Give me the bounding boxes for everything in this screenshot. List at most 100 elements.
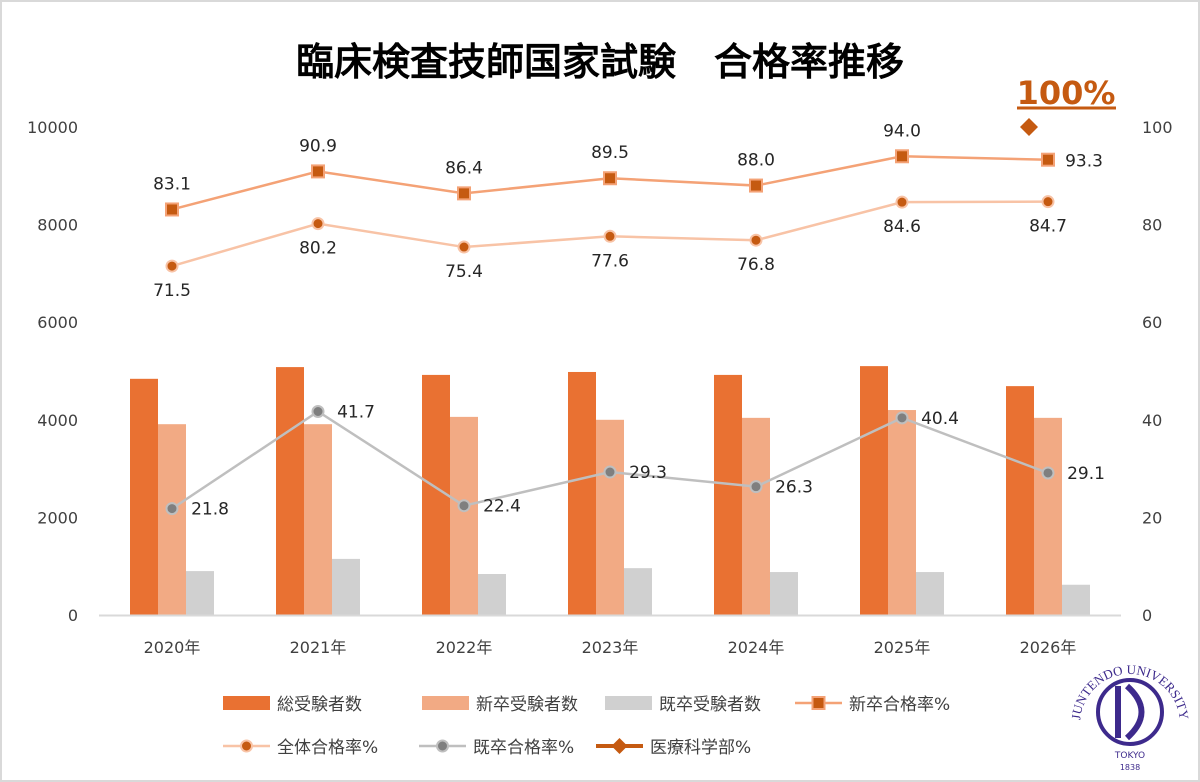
- x-tick-label: 2022年: [436, 638, 493, 657]
- data-label: 84.6: [883, 217, 921, 237]
- bar-new: [158, 424, 186, 615]
- x-tick-label: 2026年: [1020, 638, 1077, 657]
- y-right-tick-label: 40: [1142, 411, 1162, 430]
- logo-part: TOKYO: [1114, 751, 1145, 761]
- circle-marker: [1041, 466, 1055, 480]
- logo-part: [1115, 686, 1121, 738]
- x-tick-label: 2021年: [290, 638, 347, 657]
- bar-repeat: [624, 568, 652, 615]
- data-label: 22.4: [483, 497, 521, 517]
- data-label: 75.4: [445, 262, 483, 282]
- chart-title: 臨床検査技師国家試験 合格率推移: [296, 40, 904, 84]
- circle-marker: [749, 480, 763, 494]
- square-marker: [311, 164, 325, 179]
- y-right-tick-label: 100: [1142, 118, 1173, 137]
- bar-new: [596, 419, 624, 615]
- data-label: 83.1: [153, 174, 191, 194]
- circle-marker: [311, 405, 325, 419]
- bar-total: [130, 378, 158, 615]
- bar-new: [742, 417, 770, 615]
- legend-label: 既卒受験者数: [659, 695, 761, 715]
- data-label: 76.8: [737, 255, 775, 275]
- bar-new: [1034, 417, 1062, 615]
- square-marker: [603, 171, 617, 186]
- x-tick-label: 2025年: [874, 638, 931, 657]
- legend-label: 医療科学部%: [650, 738, 751, 758]
- bar-new: [888, 410, 916, 615]
- y-left-tick-label: 4000: [37, 411, 78, 430]
- data-label: 71.5: [153, 281, 191, 301]
- bar-total: [860, 366, 888, 615]
- logo-part: [1096, 678, 1164, 746]
- circle-marker: [603, 465, 617, 479]
- square-marker: [749, 178, 763, 193]
- bar-repeat: [186, 571, 214, 615]
- legend-square-marker: [811, 696, 826, 710]
- annotation-100-percent: 100%: [1017, 74, 1116, 112]
- data-label: 89.5: [591, 143, 629, 163]
- legend-label: 総受験者数: [277, 695, 362, 715]
- circle-marker: [895, 411, 909, 425]
- circle-marker: [311, 217, 325, 231]
- legend-circle-marker: [240, 739, 253, 753]
- square-marker: [1041, 152, 1055, 167]
- square-marker: [165, 202, 179, 217]
- y-left-tick-label: 8000: [37, 216, 78, 235]
- bar-total: [714, 374, 742, 615]
- y-right-tick-label: 60: [1142, 313, 1162, 332]
- data-label: 40.4: [921, 409, 959, 429]
- y-right-tick-label: 20: [1142, 508, 1162, 527]
- data-label: 77.6: [591, 251, 629, 271]
- square-marker: [457, 186, 471, 201]
- bar-repeat: [916, 572, 944, 615]
- data-label: 26.3: [775, 478, 813, 498]
- circle-marker: [749, 233, 763, 247]
- bar-new: [450, 416, 478, 615]
- legend-label: 全体合格率%: [277, 738, 378, 758]
- x-tick-label: 2023年: [582, 638, 639, 657]
- data-label: 86.4: [445, 158, 483, 178]
- legend-label: 新卒受験者数: [476, 695, 578, 715]
- y-right-tick-label: 80: [1142, 216, 1162, 235]
- circle-marker: [1041, 195, 1055, 209]
- data-label: 21.8: [191, 500, 229, 520]
- bar-repeat: [332, 558, 360, 615]
- logo-part: 1838: [1120, 763, 1140, 772]
- legend-swatch: [422, 696, 469, 710]
- legend-label: 新卒合格率%: [849, 695, 950, 715]
- data-label: 41.7: [337, 403, 375, 423]
- data-label: 84.7: [1029, 217, 1067, 237]
- circle-marker: [457, 499, 471, 513]
- legend-circle-marker: [436, 739, 449, 753]
- legend-diamond-marker: [611, 738, 628, 754]
- data-label: 88.0: [737, 151, 775, 171]
- bar-total: [568, 371, 596, 615]
- bar-repeat: [478, 574, 506, 615]
- x-tick-label: 2020年: [144, 638, 201, 657]
- bar-total: [276, 367, 304, 615]
- legend-swatch: [223, 696, 270, 710]
- circle-marker: [165, 259, 179, 273]
- y-left-tick-label: 0: [68, 606, 78, 625]
- legend-swatch: [605, 696, 652, 710]
- bar-repeat: [770, 572, 798, 615]
- bar-total: [1006, 386, 1034, 615]
- diamond-marker: [1020, 118, 1038, 136]
- data-label: 93.3: [1065, 152, 1103, 172]
- data-label: 29.1: [1067, 464, 1105, 484]
- data-label: 90.9: [299, 136, 337, 156]
- y-left-tick-label: 6000: [37, 313, 78, 332]
- data-label: 29.3: [629, 463, 667, 483]
- x-tick-label: 2024年: [728, 638, 785, 657]
- square-marker: [895, 149, 909, 164]
- data-label: 80.2: [299, 239, 337, 259]
- legend-label: 既卒合格率%: [473, 738, 574, 758]
- data-label: 94.0: [883, 121, 921, 141]
- circle-marker: [603, 229, 617, 243]
- y-left-tick-label: 2000: [37, 508, 78, 527]
- y-right-tick-label: 0: [1142, 606, 1152, 625]
- circle-marker: [895, 195, 909, 209]
